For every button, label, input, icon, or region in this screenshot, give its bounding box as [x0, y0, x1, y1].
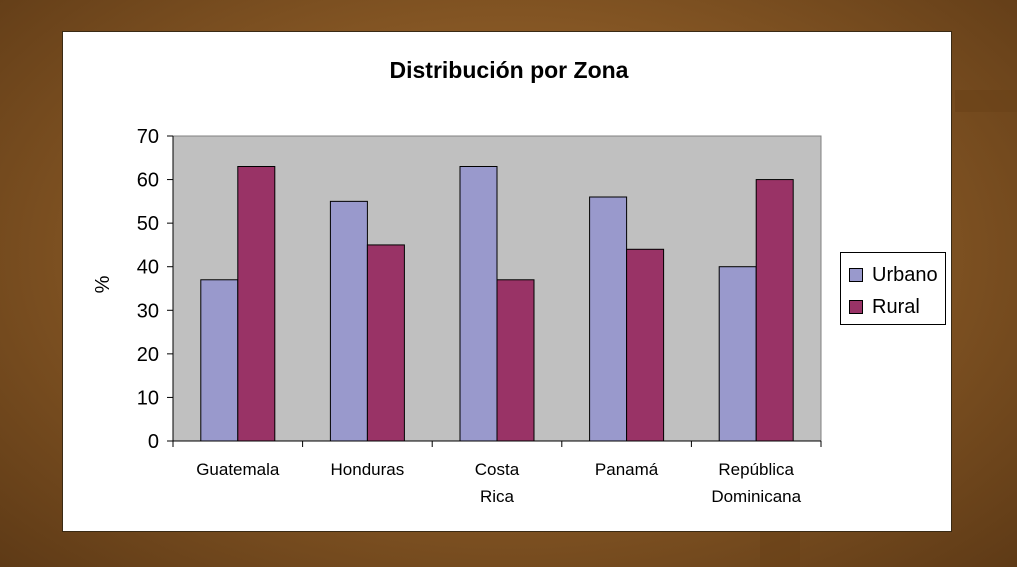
chart-legend: Urbano Rural	[840, 252, 946, 325]
y-tick-label: 30	[137, 300, 159, 322]
chart-title: Distribución por Zona	[390, 57, 629, 83]
bar-urbano-1	[200, 279, 239, 442]
legend-item-urbano: Urbano	[849, 259, 945, 291]
bar-chart: Distribución por Zona 0 10 20 30 40 50 60 70% Gua…	[92, 57, 822, 506]
bar-urbano-5	[718, 266, 757, 442]
legend-label-rural: Rural	[872, 295, 920, 318]
x-category-label: Dominicana	[711, 487, 801, 506]
x-category-label: Costa	[475, 460, 520, 479]
x-category-label: Rica	[480, 487, 515, 506]
background-beam-right	[955, 90, 1017, 112]
bar-urbano-3	[459, 166, 498, 442]
chart-panel: Distribución por Zona 0 10 20 30 40 50 60 70% Gua…	[62, 31, 952, 532]
x-category-label: Panamá	[595, 460, 659, 479]
bar-rural-5	[755, 179, 794, 442]
x-category-label: República	[718, 460, 794, 479]
bar-rural-1	[237, 166, 276, 442]
legend-item-rural: Rural	[849, 291, 945, 323]
bar-rural-4	[626, 248, 665, 442]
bar-urbano-4	[589, 196, 628, 442]
y-tick-label: 50	[137, 213, 159, 235]
y-tick-label: 20	[137, 344, 159, 366]
y-tick-label: 40	[137, 257, 159, 279]
y-axis-label: %	[92, 275, 114, 293]
y-tick-label: 70	[137, 126, 159, 148]
x-category-label: Guatemala	[196, 460, 280, 479]
background-beam-bottom	[760, 532, 800, 567]
y-tick-label: 60	[137, 170, 159, 192]
bar-rural-3	[496, 279, 535, 442]
y-tick-label: 10	[137, 387, 159, 409]
x-category-label: Honduras	[331, 460, 405, 479]
legend-label-urbano: Urbano	[872, 263, 938, 286]
bar-rural-2	[366, 244, 405, 442]
legend-swatch-urbano	[849, 268, 863, 282]
legend-swatch-rural	[849, 300, 863, 314]
bar-urbano-2	[329, 200, 368, 442]
y-tick-label: 0	[148, 431, 159, 453]
